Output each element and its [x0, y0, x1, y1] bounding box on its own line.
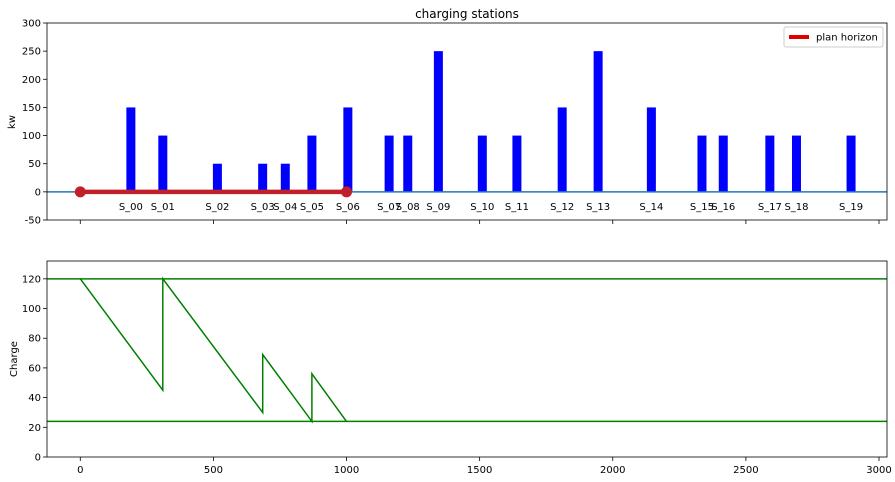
x-tick-label: 0 — [77, 465, 83, 476]
charging-stations-axes: charging stations kw S_00 S_01 S_02 S_03S_0… — [7, 7, 888, 227]
station-bar — [697, 135, 707, 192]
station-bar — [718, 135, 728, 192]
charge-series-line — [79, 276, 348, 424]
station-label: S_12 — [550, 202, 574, 213]
station-label: S_15 — [690, 202, 714, 213]
x-tick-label: 3000 — [866, 465, 891, 476]
x-tick-label: 2000 — [600, 465, 625, 476]
y-tick-label: 0 — [35, 453, 41, 464]
y-tick-label: 150 — [22, 103, 41, 114]
station-label: S_06 — [336, 202, 360, 213]
y-tick-label: -50 — [25, 216, 41, 227]
station-label: S_10 — [470, 202, 494, 213]
legend-label: plan horizon — [816, 33, 878, 44]
station-bar — [307, 135, 317, 192]
station-bar — [343, 107, 353, 192]
y-tick-label: 50 — [28, 159, 41, 170]
y-tick-label: 80 — [28, 334, 41, 345]
station-bar — [477, 135, 487, 192]
y-tick-label: 200 — [22, 75, 41, 86]
station-label: S_07 — [377, 202, 401, 213]
station-label: S_05 — [300, 202, 324, 213]
station-label: S_17 — [758, 202, 782, 213]
chart-title: charging stations — [415, 7, 519, 21]
station-label: S_16 — [711, 202, 735, 213]
station-bar — [846, 135, 856, 192]
plot-area: 0 20 40 60 80 100 120 0 500 1000 1500 2000 2500 3000 — [22, 260, 892, 476]
y-tick-label: 250 — [22, 47, 41, 58]
station-bar — [512, 135, 522, 192]
y-tick-label: 300 — [22, 19, 41, 30]
y-tick-label: 100 — [22, 304, 41, 315]
y-tick-label: 100 — [22, 131, 41, 142]
y-axis-label: kw — [7, 115, 18, 129]
station-bar — [384, 135, 394, 192]
station-label: S_14 — [639, 202, 663, 213]
axes-frame — [46, 260, 888, 458]
x-tick-label: 500 — [204, 465, 223, 476]
station-label: S_09 — [426, 202, 450, 213]
station-label: S_04 — [273, 202, 297, 213]
y-tick-label: 0 — [35, 187, 41, 198]
axes-frame — [46, 22, 888, 221]
y-tick-label: 60 — [28, 363, 41, 374]
x-tick-label: 1500 — [467, 465, 492, 476]
station-bar — [557, 107, 567, 192]
station-bar — [212, 163, 222, 192]
station-label: S_01 — [151, 202, 175, 213]
charge-axes: Charge 0 20 40 60 80 100 120 0 500 1000 1500 2000 25… — [9, 260, 892, 476]
x-tick-label: 1000 — [334, 465, 359, 476]
station-bar — [280, 163, 290, 192]
plan-horizon-start-marker — [74, 186, 86, 198]
y-tick-label: 20 — [28, 423, 41, 434]
station-bar — [646, 107, 656, 192]
station-bar — [126, 107, 136, 192]
station-label: S_18 — [784, 202, 808, 213]
station-label: S_19 — [839, 202, 863, 213]
plot-area: S_00 S_01 S_02 S_03S_04 S_05 S_06 S_07S_08 S_09… — [22, 19, 888, 227]
station-bar — [593, 51, 603, 192]
station-label: S_02 — [205, 202, 229, 213]
station-bar — [433, 51, 443, 192]
station-bar — [765, 135, 775, 192]
station-bar — [258, 163, 268, 192]
station-label: S_13 — [586, 202, 610, 213]
y-tick-label: 40 — [28, 393, 41, 404]
station-label: S_03 — [251, 202, 275, 213]
station-bar — [791, 135, 801, 192]
y-axis-label: Charge — [9, 341, 20, 377]
station-bar — [403, 135, 413, 192]
station-label: S_08 — [396, 202, 420, 213]
x-tick-label: 2500 — [733, 465, 758, 476]
station-bar — [158, 135, 168, 192]
legend: plan horizon — [783, 26, 884, 48]
legend-box — [783, 26, 884, 48]
station-label: S_11 — [505, 202, 529, 213]
station-label: S_00 — [119, 202, 143, 213]
plan-horizon-end-marker — [341, 186, 353, 198]
y-tick-label: 120 — [22, 274, 41, 285]
